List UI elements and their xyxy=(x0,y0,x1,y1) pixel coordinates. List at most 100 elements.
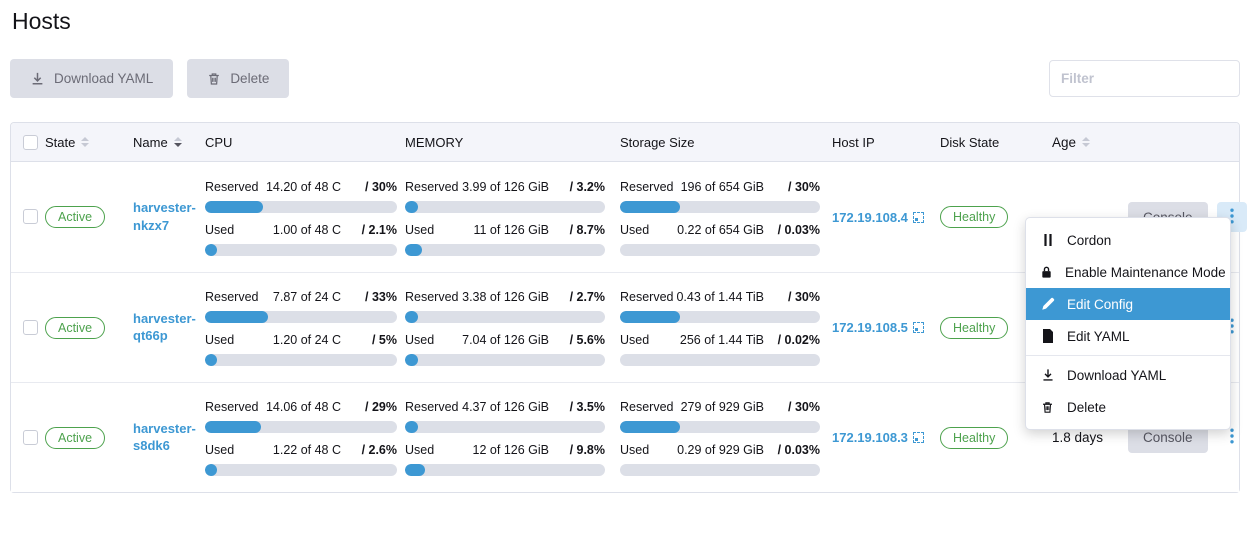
header-name[interactable]: Name xyxy=(133,135,205,150)
host-ip-link[interactable]: 172.19.108.5 xyxy=(832,320,908,335)
cpu-used-percent: / 5% xyxy=(371,333,397,347)
header-storage-size: Storage Size xyxy=(620,134,695,150)
memory-reserved-percent: / 3.2% xyxy=(569,179,605,194)
storage-reserved-percent: / 30% xyxy=(788,290,820,304)
cpu-used-value: 1.20 of 24 C xyxy=(272,333,341,347)
menu-item-label: Download YAML xyxy=(1067,367,1167,383)
menu-item-cordon[interactable]: Cordon xyxy=(1026,224,1230,256)
reserved-label: Reserved xyxy=(620,400,674,414)
memory-reserved-bar xyxy=(405,200,605,213)
used-label: Used xyxy=(405,333,435,347)
menu-item-label: Cordon xyxy=(1067,232,1112,248)
delete-label: Delete xyxy=(230,71,270,86)
header-cpu: CPU xyxy=(205,134,233,150)
used-label: Used xyxy=(620,222,650,237)
copy-icon[interactable] xyxy=(912,322,924,333)
row-checkbox[interactable] xyxy=(23,429,38,445)
menu-item-edit-config[interactable]: Edit Config xyxy=(1026,288,1230,320)
host-name-link[interactable]: harvester-s8dk6 xyxy=(133,420,196,454)
menu-item-label: Edit Config xyxy=(1067,296,1134,312)
menu-item-edit-yaml[interactable]: Edit YAML xyxy=(1026,320,1230,352)
memory-reserved-bar xyxy=(405,421,605,433)
reserved-label: Reserved xyxy=(405,290,459,304)
storage-reserved-bar xyxy=(620,421,820,433)
memory-reserved-value: 3.38 of 126 GiB xyxy=(462,290,549,304)
reserved-label: Reserved xyxy=(205,400,259,414)
cpu-reserved-value: 7.87 of 24 C xyxy=(272,290,341,304)
memory-reserved-value: 3.99 of 126 GiB xyxy=(462,179,549,194)
used-label: Used xyxy=(620,333,650,347)
menu-item-label: Delete xyxy=(1067,399,1107,415)
cpu-gauge: Reserved 7.87 of 24 C / 33% Used 1.20 of 24… xyxy=(205,289,405,366)
storage-used-percent: / 0.03% xyxy=(777,222,820,237)
storage-used-percent: / 0.02% xyxy=(777,333,820,347)
cpu-used-percent: / 2.1% xyxy=(361,222,397,237)
memory-used-percent: / 9.8% xyxy=(569,443,605,457)
reserved-label: Reserved xyxy=(205,290,259,304)
row-context-menu: Cordon Enable Maintenance Mode Edit Config… xyxy=(1025,217,1231,430)
storage-gauge: Reserved 196 of 654 GiB / 30% Used 0.22 of … xyxy=(620,179,832,256)
row-checkbox[interactable] xyxy=(23,319,38,335)
reserved-label: Reserved xyxy=(205,179,259,194)
state-badge: Active xyxy=(45,316,106,339)
delete-button[interactable]: Delete xyxy=(187,59,290,98)
header-age[interactable]: Age xyxy=(1052,135,1128,150)
sort-icon xyxy=(1082,137,1091,147)
table-header-row: State Name CPU MEMORY Storage Size Host … xyxy=(11,123,1239,162)
copy-icon[interactable] xyxy=(912,211,924,223)
cpu-used-bar xyxy=(205,354,397,366)
copy-icon[interactable] xyxy=(912,432,924,443)
file-icon xyxy=(1040,329,1055,343)
storage-reserved-bar xyxy=(620,200,820,213)
row-menu-button[interactable] xyxy=(1217,423,1247,453)
memory-used-percent: / 5.6% xyxy=(569,333,605,347)
cpu-reserved-value: 14.06 of 48 C xyxy=(265,400,341,414)
memory-gauge: Reserved 3.99 of 126 GiB / 3.2% Used 11 of … xyxy=(405,179,620,256)
lock-icon xyxy=(1040,265,1053,279)
menu-item-enable-maintenance-mode[interactable]: Enable Maintenance Mode xyxy=(1026,256,1230,288)
menu-item-delete[interactable]: Delete xyxy=(1026,391,1230,423)
host-ip-link[interactable]: 172.19.108.4 xyxy=(832,209,908,225)
memory-used-value: 7.04 of 126 GiB xyxy=(462,333,549,347)
cpu-used-bar xyxy=(205,243,397,256)
download-yaml-button[interactable]: Download YAML xyxy=(10,59,174,98)
disk-state-badge: Healthy xyxy=(940,206,1009,228)
cpu-reserved-bar xyxy=(205,311,397,323)
menu-divider xyxy=(1026,355,1230,356)
cpu-used-percent: / 2.6% xyxy=(361,443,397,457)
storage-gauge: Reserved 279 of 929 GiB / 30% Used 0.29 of … xyxy=(620,399,832,476)
memory-used-bar xyxy=(405,464,605,476)
storage-used-value: 256 of 1.44 TiB xyxy=(679,333,764,347)
pencil-icon xyxy=(1040,297,1055,311)
memory-used-bar xyxy=(405,354,605,366)
cpu-reserved-percent: / 29% xyxy=(365,400,397,414)
header-state[interactable]: State xyxy=(45,135,133,150)
reserved-label: Reserved xyxy=(405,400,459,414)
menu-item-label: Enable Maintenance Mode xyxy=(1065,264,1226,280)
menu-item-label: Edit YAML xyxy=(1067,328,1130,344)
cpu-gauge: Reserved 14.06 of 48 C / 29% Used 1.22 of 4… xyxy=(205,399,405,476)
used-label: Used xyxy=(620,443,650,457)
memory-reserved-percent: / 2.7% xyxy=(569,290,605,304)
host-name-link[interactable]: harvester-nkzx7 xyxy=(133,200,196,233)
reserved-label: Reserved xyxy=(620,290,674,304)
host-name-link[interactable]: harvester-qt66p xyxy=(133,310,196,344)
menu-item-download-yaml[interactable]: Download YAML xyxy=(1026,359,1230,391)
reserved-label: Reserved xyxy=(620,179,674,194)
header-host-ip: Host IP xyxy=(832,134,875,150)
cpu-used-value: 1.22 of 48 C xyxy=(272,443,341,457)
memory-used-value: 11 of 126 GiB xyxy=(473,222,549,237)
memory-reserved-bar xyxy=(405,311,605,323)
row-checkbox[interactable] xyxy=(23,209,38,225)
filter-input[interactable] xyxy=(1049,60,1240,97)
memory-used-bar xyxy=(405,243,605,256)
disk-state-badge: Healthy xyxy=(940,426,1009,449)
cpu-reserved-percent: / 30% xyxy=(365,179,397,194)
host-ip-link[interactable]: 172.19.108.3 xyxy=(832,430,908,445)
page-title: Hosts xyxy=(12,8,71,34)
storage-gauge: Reserved 0.43 of 1.44 TiB / 30% Used 256 of… xyxy=(620,289,832,366)
state-badge: Active xyxy=(45,426,106,449)
storage-used-value: 0.22 of 654 GiB xyxy=(677,222,764,237)
select-all-checkbox[interactable] xyxy=(23,135,38,151)
used-label: Used xyxy=(205,333,235,347)
